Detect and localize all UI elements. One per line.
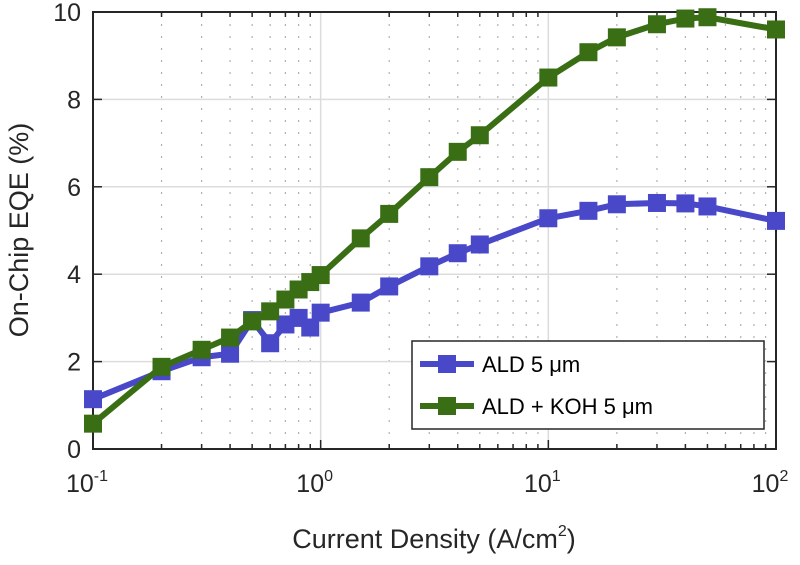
series-2: [84, 8, 785, 433]
x-tick-label: 100: [296, 468, 333, 498]
data-point: [420, 168, 439, 187]
x-tick-exponent: 1: [552, 468, 561, 485]
data-point: [448, 244, 467, 263]
x-tick-base: 10: [296, 470, 324, 498]
data-point: [84, 414, 102, 433]
legend-label: ALD 5 μm: [482, 352, 580, 377]
data-point: [243, 312, 262, 331]
data-point: [470, 235, 489, 254]
data-point: [607, 195, 626, 214]
data-point: [676, 9, 695, 28]
data-point: [539, 209, 558, 228]
data-point: [380, 204, 399, 223]
series-line: [91, 199, 777, 402]
x-tick-exponent: 2: [779, 468, 788, 485]
data-point: [698, 197, 717, 216]
data-point: [420, 257, 439, 276]
data-point: [448, 142, 467, 161]
data-point: [676, 194, 695, 213]
series-1: [84, 193, 785, 409]
data-point: [380, 277, 399, 296]
y-tick-label: 6: [67, 174, 81, 202]
data-point: [84, 390, 102, 409]
data-point: [192, 340, 211, 359]
y-tick-label: 2: [67, 349, 81, 377]
y-tick-label: 4: [67, 261, 81, 289]
data-point: [607, 28, 626, 47]
data-point: [152, 357, 171, 376]
x-tick-label: 101: [524, 468, 561, 498]
data-point: [351, 293, 370, 312]
data-point: [221, 344, 240, 363]
legend: ALD 5 μm ALD + KOH 5 μm: [411, 340, 765, 430]
data-point: [221, 328, 240, 347]
data-point: [579, 201, 598, 220]
x-tick-base: 10: [524, 470, 552, 498]
x-axis-label: Current Density (A/cm2): [292, 523, 575, 554]
data-point: [301, 318, 320, 337]
y-tick-label: 10: [53, 0, 81, 27]
x-tick-exponent: 0: [324, 468, 333, 485]
data-point: [647, 15, 666, 34]
legend-marker: [438, 397, 456, 415]
data-point: [767, 20, 785, 39]
data-point: [311, 303, 330, 322]
data-point: [647, 193, 666, 212]
y-axis-label: On-Chip EQE (%): [4, 123, 34, 338]
legend-label: ALD + KOH 5 μm: [482, 394, 653, 419]
data-point: [539, 68, 558, 87]
data-point: [351, 229, 370, 248]
data-point: [698, 8, 717, 27]
plot-frame: [92, 11, 777, 450]
data-point: [311, 266, 330, 285]
x-tick-label: 10-1: [66, 468, 108, 498]
series: [84, 8, 785, 433]
x-tick-base: 10: [66, 470, 94, 498]
legend-box: [411, 340, 765, 430]
legend-marker: [438, 355, 456, 373]
x-tick-exponent: -1: [94, 468, 108, 485]
x-tick-label: 102: [752, 468, 789, 498]
x-tick-base: 10: [752, 470, 780, 498]
data-point: [261, 302, 280, 321]
data-point: [261, 334, 280, 353]
data-point: [767, 211, 785, 230]
series-line: [91, 14, 777, 426]
data-point: [470, 126, 489, 145]
y-tick-label: 0: [67, 436, 81, 464]
y-tick-label: 8: [67, 86, 81, 114]
data-point: [579, 43, 598, 62]
